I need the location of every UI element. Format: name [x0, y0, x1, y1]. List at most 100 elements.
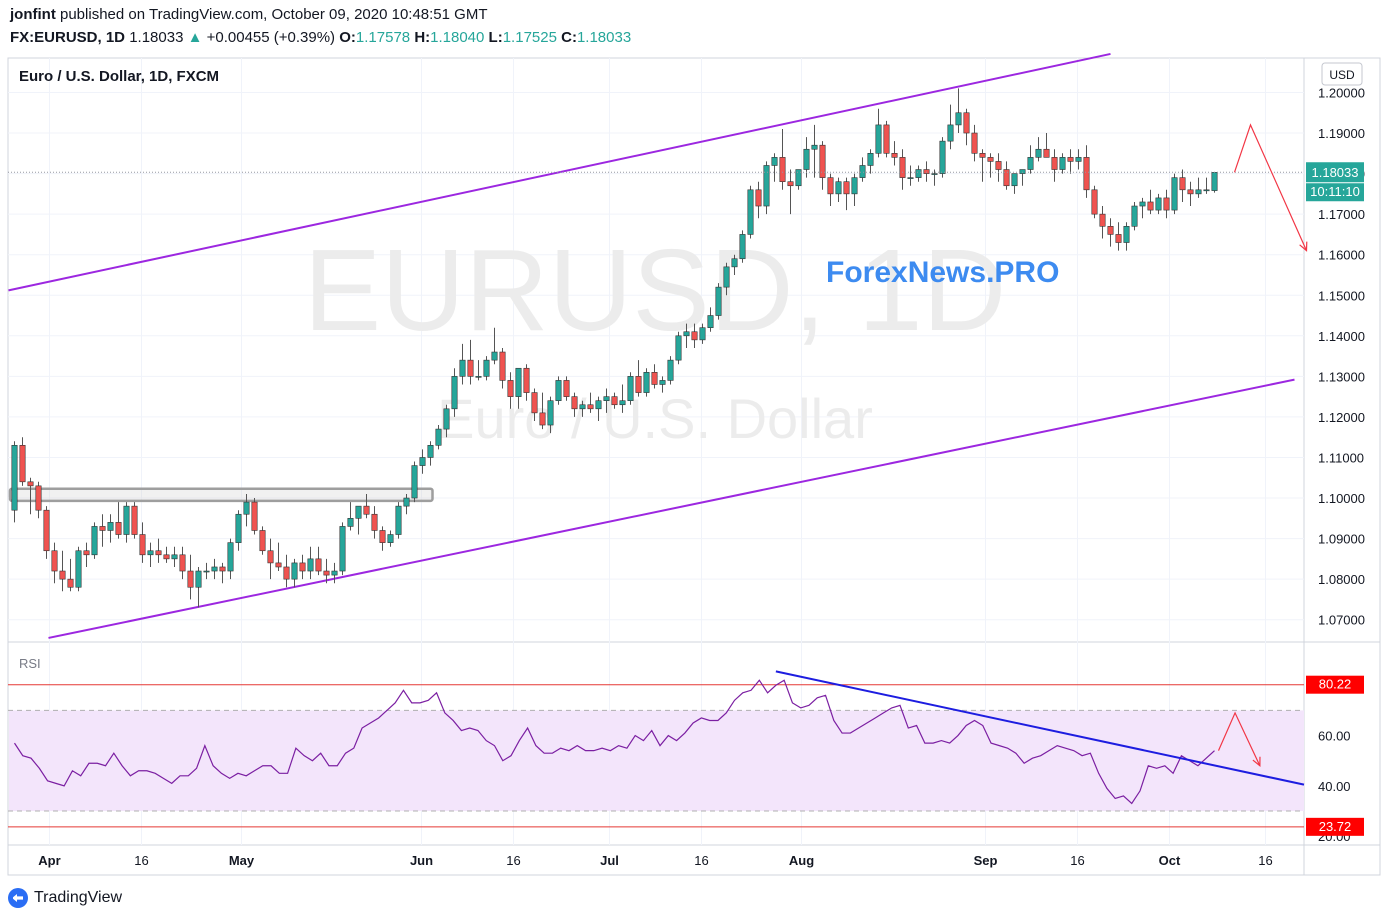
candle-bearish — [187, 570, 194, 588]
footer: TradingView — [8, 888, 122, 908]
candle-bearish — [179, 554, 186, 572]
close-label: C: — [561, 29, 577, 46]
low-value: 1.17525 — [502, 29, 557, 46]
candle-bearish — [1003, 169, 1010, 187]
rsi-tick-label: 40.00 — [1318, 779, 1351, 794]
price-tick-label: 1.09000 — [1318, 532, 1365, 547]
tradingview-logo-icon[interactable] — [8, 888, 28, 908]
candle-bearish — [219, 566, 226, 572]
bar-countdown-badge: 10:11:10 — [1310, 184, 1360, 199]
candle-bearish — [787, 181, 794, 187]
candle-bearish — [59, 570, 66, 580]
candle-bullish — [851, 177, 858, 195]
candle-bullish — [835, 181, 842, 195]
candle-bullish — [763, 165, 770, 207]
candle-bearish — [1091, 189, 1098, 215]
candle-bearish — [363, 505, 370, 515]
candle-bearish — [1099, 213, 1106, 227]
candle-bullish — [811, 144, 818, 150]
candle-bullish — [739, 234, 746, 260]
candle-bearish — [283, 566, 290, 580]
price-tick-label: 1.16000 — [1318, 248, 1365, 263]
rsi-low-badge: 23.72 — [1319, 819, 1352, 834]
candle-bullish — [403, 497, 410, 507]
close-value: 1.18033 — [576, 29, 632, 46]
rsi-label: RSI — [19, 656, 41, 671]
watermark-description: Euro / U.S. Dollar — [437, 387, 873, 450]
candle-bearish — [299, 562, 306, 572]
rsi-trendline — [775, 670, 1305, 786]
candle-bearish — [315, 558, 322, 572]
pane-title: Euro / U.S. Dollar, 1D, FXCM — [19, 68, 219, 85]
candle-bullish — [659, 380, 666, 385]
candle-bearish — [1083, 157, 1090, 191]
candle-bearish — [827, 177, 834, 195]
candle-bullish — [227, 542, 234, 572]
candle-bearish — [755, 189, 762, 207]
candle-bullish — [1131, 205, 1138, 227]
candle-bullish — [555, 380, 562, 401]
candle-bearish — [987, 157, 994, 162]
rsi-tick-label: 60.00 — [1318, 729, 1351, 744]
candle-bearish — [379, 530, 386, 543]
candle-bearish — [467, 359, 474, 377]
high-value: 1.18040 — [430, 29, 485, 46]
price-tick-label: 1.07000 — [1318, 613, 1365, 628]
candle-bullish — [915, 169, 922, 178]
candle-bearish — [267, 550, 274, 564]
currency-button[interactable]: USD — [1321, 62, 1363, 86]
candle-bullish — [683, 331, 690, 337]
up-arrow-icon: ▲ — [187, 29, 203, 46]
candle-bullish — [707, 315, 714, 328]
price-tick-label: 1.15000 — [1318, 288, 1365, 303]
publish-info: published on TradingView.com, October 09… — [55, 6, 488, 23]
candle-bullish — [387, 534, 394, 543]
candle-bearish — [371, 513, 378, 531]
rsi-high-badge: 80.22 — [1319, 677, 1352, 692]
candle-bullish — [731, 258, 738, 268]
candle-bearish — [531, 392, 538, 414]
candle-bullish — [1211, 172, 1218, 191]
bar-countdown-badge-bg — [1306, 183, 1364, 202]
candle-bearish — [1147, 201, 1154, 211]
rsi-band — [9, 710, 1304, 812]
time-tick-label: Jul — [600, 853, 619, 868]
candle-bullish — [171, 554, 178, 560]
candle-bullish — [243, 501, 250, 515]
candle-bullish — [859, 165, 866, 178]
time-tick-label: 16 — [1258, 853, 1272, 868]
candle-bearish — [1115, 234, 1122, 243]
price-projection-arrow — [1233, 123, 1308, 251]
candle-bullish — [931, 173, 938, 175]
candle-bearish — [83, 550, 90, 556]
time-tick-label: May — [229, 853, 255, 868]
candle-bullish — [1011, 173, 1018, 187]
author-name[interactable]: jonfint — [10, 6, 56, 23]
candle-bullish — [723, 266, 730, 288]
symbol-label[interactable]: FX:EURUSD, 1D — [10, 29, 126, 46]
footer-brand[interactable]: TradingView — [34, 889, 123, 906]
time-tick-label: Apr — [38, 853, 60, 868]
candle-bearish — [563, 380, 570, 397]
last-price: 1.18033 — [129, 29, 184, 46]
ohlc-line: FX:EURUSD, 1D 1.18033 ▲ +0.00455 (+0.39%… — [10, 29, 631, 46]
candle-bullish — [515, 367, 522, 397]
candle-bearish — [163, 554, 170, 560]
candle-bearish — [51, 550, 58, 572]
candle-bearish — [651, 372, 658, 385]
candle-bullish — [411, 465, 418, 499]
candle-bearish — [611, 396, 618, 406]
channel-upper-line — [8, 52, 1111, 292]
candle-bullish — [1203, 189, 1210, 192]
candle-bullish — [1019, 169, 1026, 174]
candle-bearish — [155, 550, 162, 556]
candle-bearish — [571, 396, 578, 410]
candle-bearish — [979, 153, 986, 158]
candle-bearish — [819, 144, 826, 178]
candle-bearish — [587, 404, 594, 410]
candle-bullish — [211, 566, 218, 572]
candle-bearish — [883, 124, 890, 154]
candle-bearish — [1043, 148, 1050, 158]
rsi-projection-arrow — [1217, 711, 1261, 767]
